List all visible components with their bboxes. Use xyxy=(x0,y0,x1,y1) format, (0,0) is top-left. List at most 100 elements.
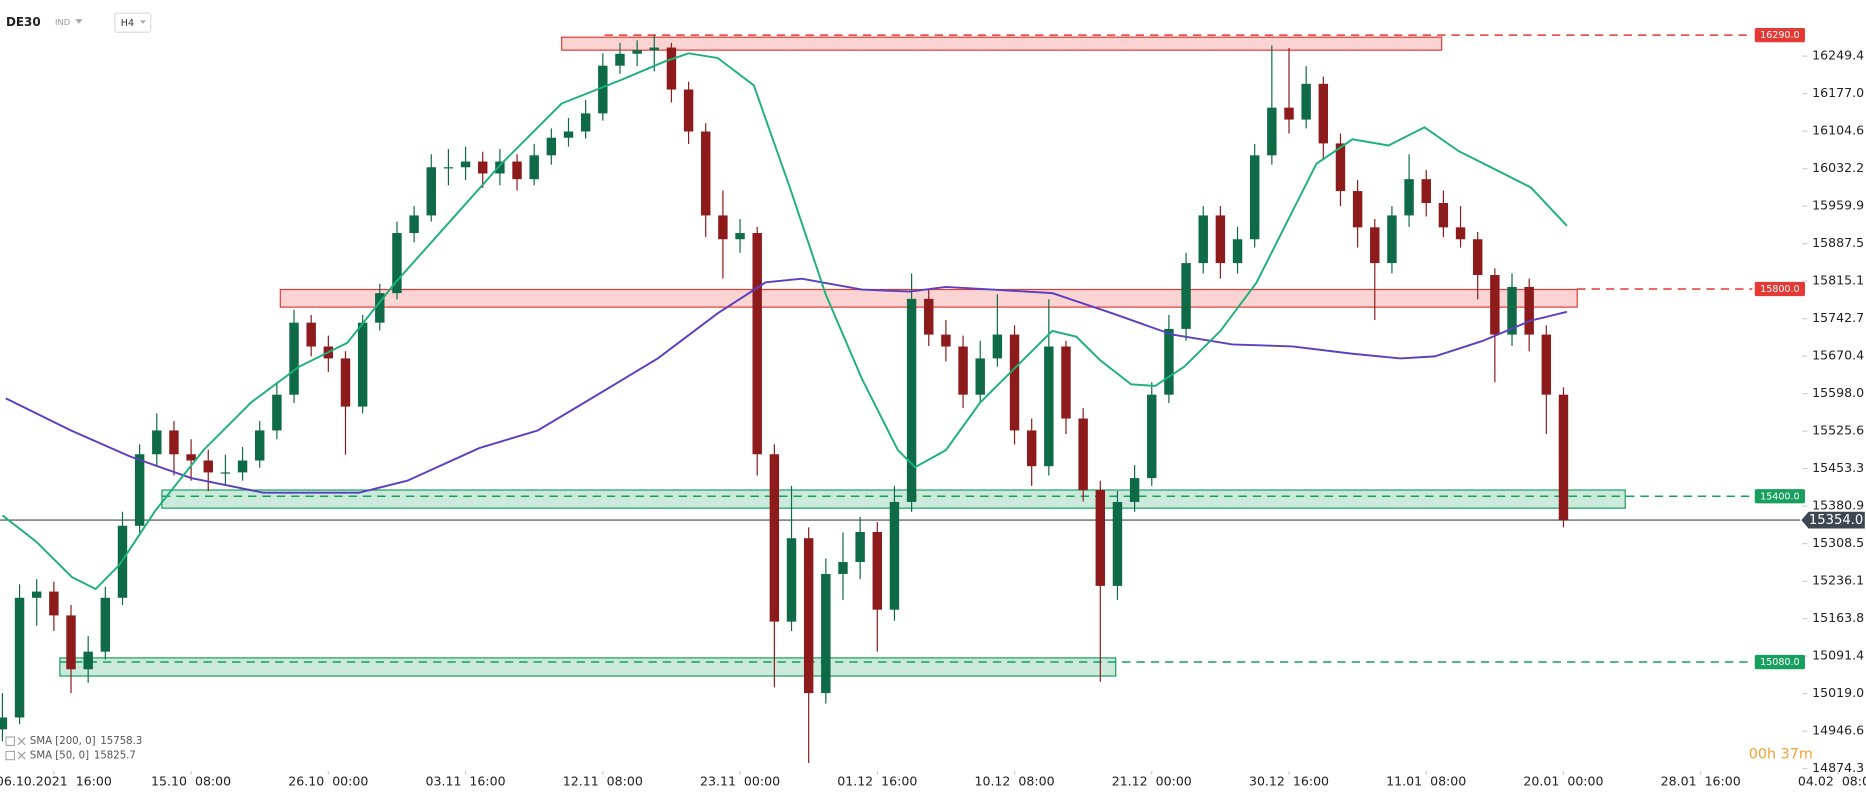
y-tick-label: 16032.2 xyxy=(1812,160,1864,175)
candle-body xyxy=(718,215,728,240)
candle-body xyxy=(460,161,471,168)
y-tick-label: 15091.4 xyxy=(1812,648,1864,663)
candle-body xyxy=(580,113,591,132)
dropdown-arrow[interactable] xyxy=(139,20,146,24)
y-tick-label: 16104.6 xyxy=(1812,123,1864,138)
candle-body xyxy=(409,215,419,234)
candle-body xyxy=(272,394,282,431)
candle-body xyxy=(134,454,145,526)
candle-body xyxy=(872,531,883,610)
candle-body xyxy=(529,155,539,180)
candle-body xyxy=(306,322,316,347)
symbol[interactable]: DE30 xyxy=(6,15,41,29)
y-tick-label: 15598.0 xyxy=(1812,385,1864,400)
candle-body xyxy=(66,615,76,670)
candle-body xyxy=(615,53,625,66)
candle-body xyxy=(1284,107,1294,120)
candle-body xyxy=(1301,83,1311,120)
candle-body xyxy=(563,131,574,138)
candle-body xyxy=(1352,191,1363,228)
candle-body xyxy=(186,454,196,461)
candle-body xyxy=(649,47,659,51)
candle-body xyxy=(31,591,42,598)
level-badge xyxy=(1754,27,1805,43)
y-tick-label: 15453.3 xyxy=(1812,460,1864,475)
y-tick-label: 15670.4 xyxy=(1812,348,1864,363)
candle-body xyxy=(478,161,488,174)
x-tick-label: 26.10 00:00 xyxy=(288,773,368,788)
candle-body xyxy=(14,597,25,718)
dropdown-arrow[interactable] xyxy=(75,19,83,24)
candle-body xyxy=(1009,334,1020,431)
y-tick-label: 14874.3 xyxy=(1812,760,1864,775)
candle-body xyxy=(237,460,248,473)
candle-body xyxy=(152,430,162,455)
candle-body xyxy=(357,322,368,407)
x-tick-label: 30.12 16:00 xyxy=(1249,773,1329,788)
candle-body xyxy=(495,161,505,174)
y-tick-label: 15742.7 xyxy=(1812,310,1864,325)
plot: 16249.4 16177.0 16104.6 16032.2 15959.9 15887… xyxy=(0,27,1866,788)
candle-body xyxy=(1438,202,1449,228)
x-tick-label: 06.10.2021 16:00 xyxy=(0,773,112,788)
candle-body xyxy=(1112,501,1123,586)
candle-body xyxy=(1129,478,1140,502)
candle-body xyxy=(426,167,436,216)
candle-body xyxy=(1249,155,1260,240)
x-tick-label: 12.11 08:00 xyxy=(563,773,643,788)
level-label: 15800.0 xyxy=(1760,284,1799,295)
candle-body xyxy=(340,358,351,407)
candle-body xyxy=(1524,286,1534,335)
legend-icon xyxy=(5,750,15,761)
candle-body xyxy=(289,322,299,395)
candle-body xyxy=(1181,263,1191,329)
candle-body xyxy=(786,538,797,622)
legend-remove xyxy=(17,751,26,760)
level-label: 15400.0 xyxy=(1760,491,1799,502)
y-tick-label: 16177.0 xyxy=(1812,85,1864,100)
candle-body xyxy=(803,538,814,694)
legend-value: 15825.7 xyxy=(94,751,136,762)
candle-body xyxy=(1370,227,1380,264)
candle-body xyxy=(220,472,231,474)
candle-body xyxy=(1558,394,1569,521)
candle-body xyxy=(889,501,900,610)
sma-line xyxy=(5,277,1568,494)
level-label: 15080.0 xyxy=(1760,657,1799,668)
y-tick-label: 15308.5 xyxy=(1812,535,1864,550)
candle-body xyxy=(752,233,762,455)
zone xyxy=(59,657,1117,677)
x-tick-label: 23.11 00:00 xyxy=(700,773,780,788)
candle-body xyxy=(83,651,93,670)
candle-body xyxy=(1541,334,1552,395)
level-badge xyxy=(1754,281,1805,297)
candle-body xyxy=(838,562,848,574)
candle-body xyxy=(598,65,608,114)
candle-body xyxy=(1267,107,1277,156)
y-tick-label: 15163.8 xyxy=(1812,610,1864,625)
level-label: 16290.0 xyxy=(1760,30,1799,41)
candle-body xyxy=(958,346,968,395)
candle-body xyxy=(1455,227,1466,240)
candle-body xyxy=(1215,215,1226,264)
candle-body xyxy=(941,334,951,347)
candle-body xyxy=(392,233,402,294)
candle-body xyxy=(0,717,8,730)
symbol-kind: IND xyxy=(55,17,70,27)
candle-body xyxy=(906,298,917,502)
level-badge xyxy=(1754,654,1805,670)
y-tick-label: 15525.6 xyxy=(1812,423,1864,438)
interval-box[interactable] xyxy=(114,12,152,33)
candle-body xyxy=(49,591,59,616)
legend-icon xyxy=(5,736,15,746)
interval[interactable]: H4 xyxy=(121,18,134,29)
y-tick-label: 15887.5 xyxy=(1812,235,1864,250)
candle-body xyxy=(632,50,642,54)
legend-value: 15758.3 xyxy=(100,736,142,747)
candle-timer: 00h 37m xyxy=(1749,746,1813,762)
candle-body xyxy=(924,298,934,335)
candle-body xyxy=(821,573,831,694)
last-price-label: 15354.0 xyxy=(1809,513,1863,528)
